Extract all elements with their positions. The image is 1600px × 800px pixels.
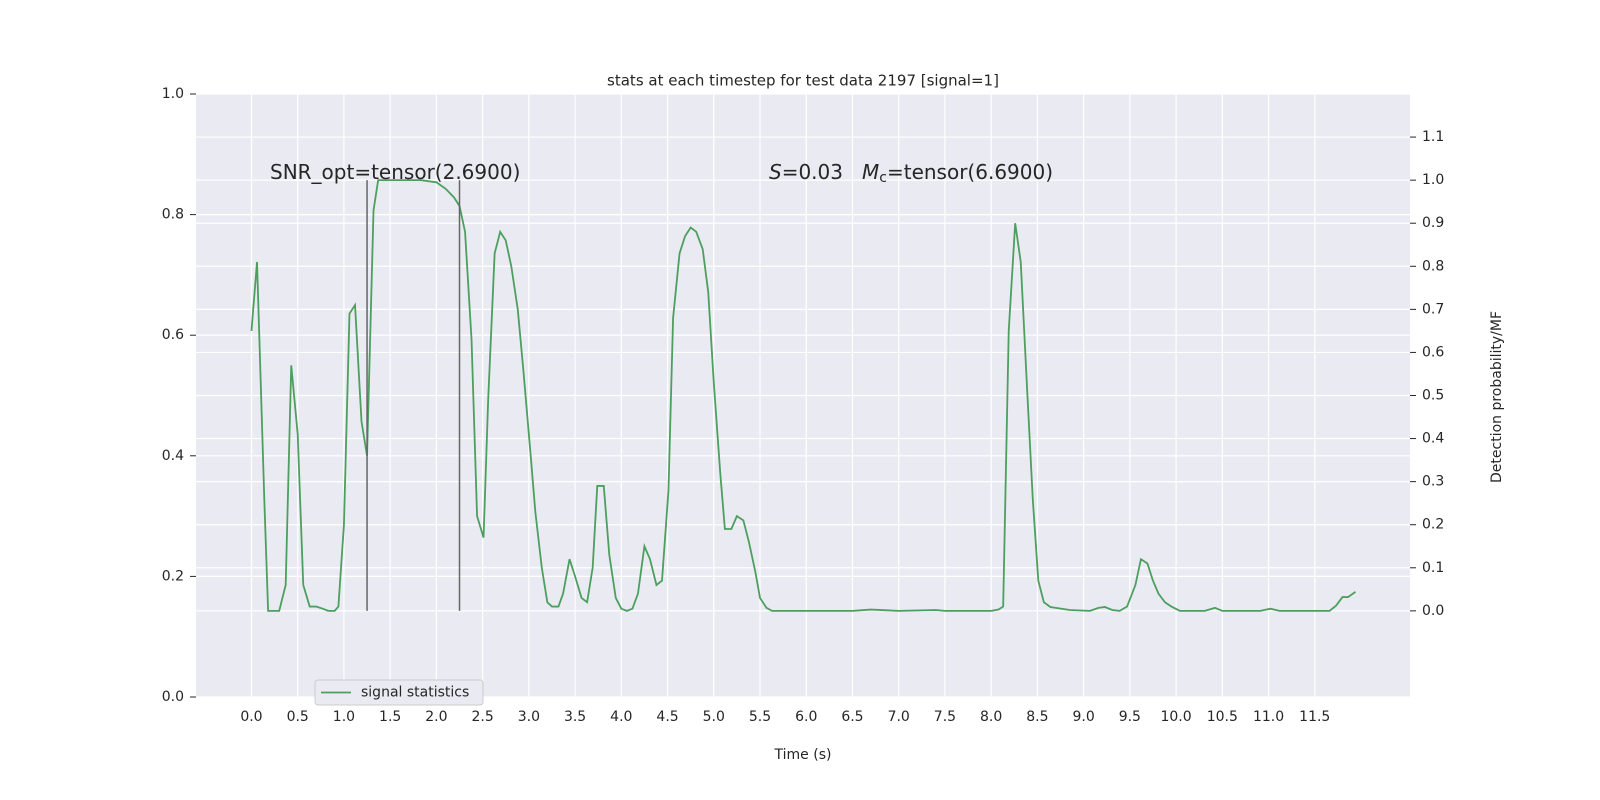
y2-tick-label: 0.9 [1422, 215, 1444, 231]
x-tick-label: 4.5 [656, 709, 678, 725]
chart-title: stats at each timestep for test data 219… [607, 72, 999, 90]
y2-tick-label: 0.8 [1422, 258, 1444, 274]
x-tick-label: 8.5 [1026, 709, 1048, 725]
x-tick-label: 6.5 [841, 709, 863, 725]
x-tick-label: 0.0 [240, 709, 262, 725]
x-tick-label: 10.5 [1207, 709, 1238, 725]
y2-tick-label: 0.7 [1422, 301, 1444, 317]
y2-tick-label: 1.1 [1422, 129, 1444, 145]
x-tick-label: 9.5 [1119, 709, 1141, 725]
x-tick-label: 11.0 [1253, 709, 1284, 725]
y2-tick-label: 0.3 [1422, 474, 1444, 490]
line-series [250, 179, 1356, 612]
annotation-part: M [862, 160, 879, 184]
y2-tick-label: 0.5 [1422, 388, 1444, 404]
x-tick-label: 1.0 [333, 709, 355, 725]
legend-label: signal statistics [361, 685, 469, 701]
x-tick-label: 3.0 [518, 709, 540, 725]
y2-axis-label: Detection probability/MF [1489, 311, 1505, 483]
annotation: Mc=tensor(6.6900) [862, 160, 1053, 187]
annotation-part: SNR_opt=tensor(2.6900) [270, 160, 520, 184]
x-tick-label: 7.0 [888, 709, 910, 725]
x-tick-label: 2.5 [471, 709, 493, 725]
y2-tick-label: 0.0 [1422, 603, 1444, 619]
annotation-part: =tensor(6.6900) [887, 160, 1053, 184]
x-tick-label: 6.0 [795, 709, 817, 725]
annotation-part: =0.03 [782, 160, 843, 184]
y-tick-label: 1.0 [162, 86, 184, 102]
x-tick-label: 4.0 [610, 709, 632, 725]
x-tick-label: 11.5 [1299, 709, 1330, 725]
y2-tick-label: 0.2 [1422, 517, 1444, 533]
y2-tick-label: 0.4 [1422, 431, 1444, 447]
y-tick-label: 0.2 [162, 568, 184, 584]
y2-tick-label: 0.6 [1422, 344, 1444, 360]
x-tick-label: 10.0 [1160, 709, 1191, 725]
x-tick-label: 8.0 [980, 709, 1002, 725]
y-tick-label: 0.0 [162, 689, 184, 705]
annotation-part: c [879, 170, 887, 186]
x-tick-label: 9.0 [1072, 709, 1094, 725]
x-tick-label: 0.5 [287, 709, 309, 725]
x-tick-label: 2.0 [425, 709, 447, 725]
y2-tick-label: 0.1 [1422, 560, 1444, 576]
annotation: SNR_opt=tensor(2.6900) [270, 160, 520, 184]
y-tick-label: 0.6 [162, 327, 184, 343]
x-tick-label: 7.5 [934, 709, 956, 725]
x-axis-label: Time (s) [774, 747, 832, 763]
annotation: S=0.03 [769, 160, 843, 184]
x-tick-label: 5.5 [749, 709, 771, 725]
x-tick-label: 3.5 [564, 709, 586, 725]
y2-tick-label: 1.0 [1422, 172, 1444, 188]
legend-box [314, 679, 484, 706]
y-tick-label: 0.8 [162, 207, 184, 223]
x-tick-label: 1.5 [379, 709, 401, 725]
x-tick-label: 5.0 [703, 709, 725, 725]
annotation-part: S [769, 160, 782, 184]
y-tick-label: 0.4 [162, 448, 184, 464]
